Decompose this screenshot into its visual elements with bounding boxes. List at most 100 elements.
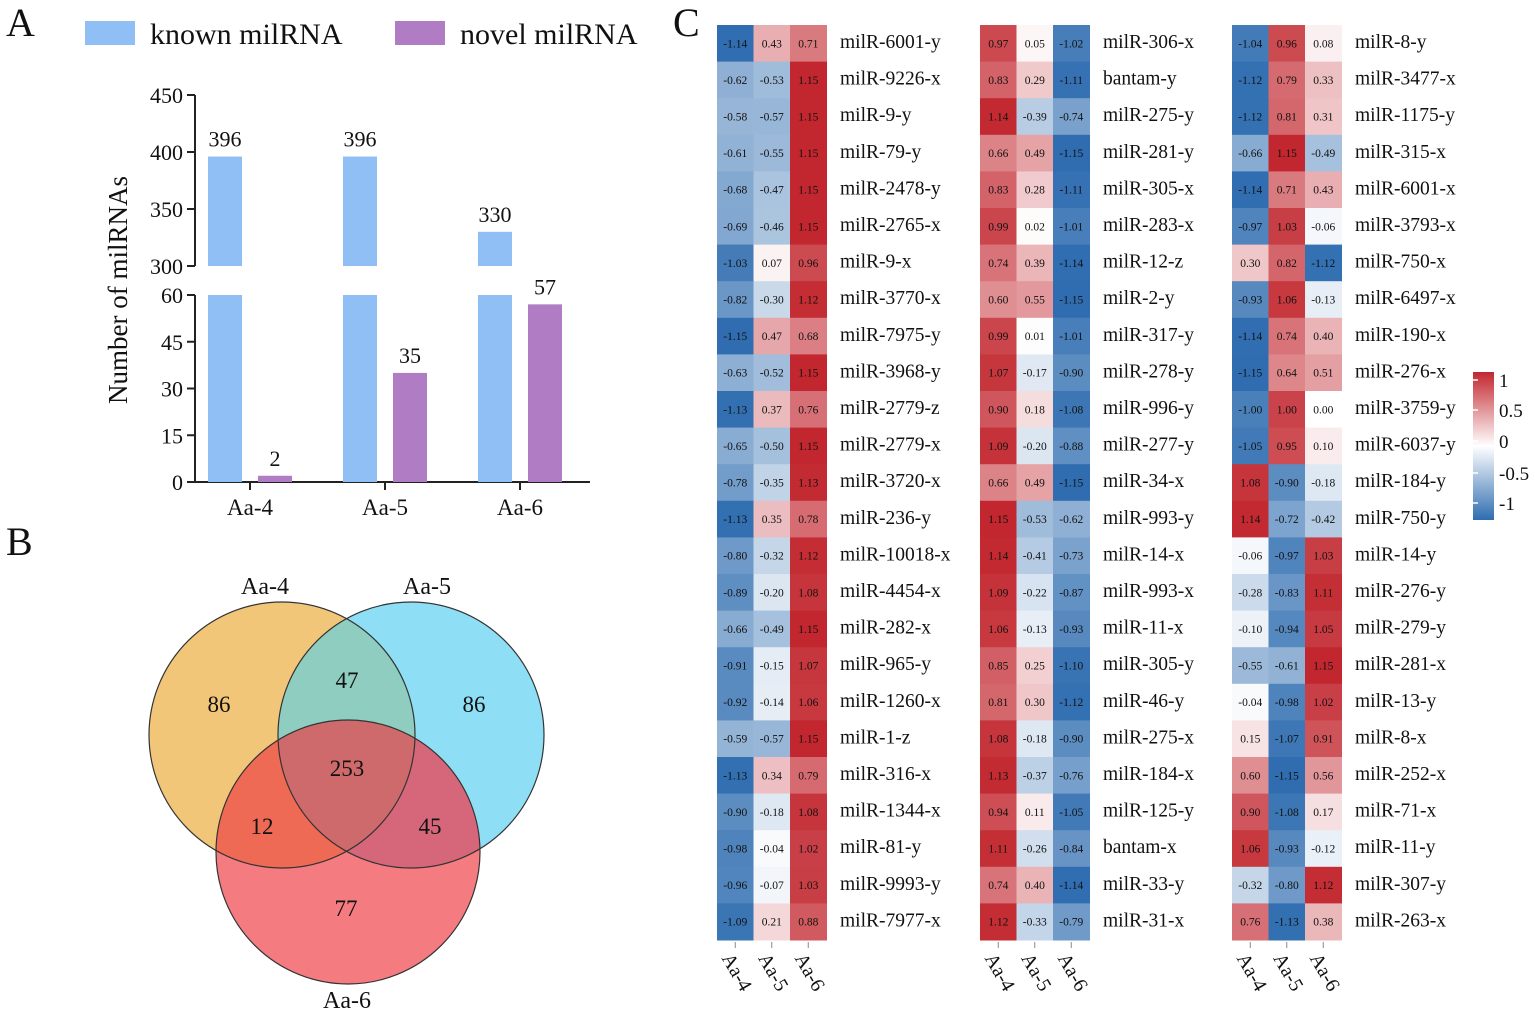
venn-diagram: 86 47 86 253 12 45 77 Aa-4 Aa-5 Aa-6 [148, 574, 545, 1014]
heatmap-cell [1305, 610, 1342, 648]
heatmap-cell [717, 464, 754, 502]
heatmap-row-label: milR-12-z [1103, 252, 1183, 273]
heatmap-cell-value: 0.08 [1313, 38, 1333, 50]
heatmap-cell [1305, 427, 1342, 465]
heatmap-row-label: milR-279-y [1355, 618, 1446, 639]
heatmap-cell [790, 25, 827, 63]
heatmap-cell-value: 0.01 [1025, 331, 1045, 343]
heatmap-cell [790, 500, 827, 538]
heatmap-cell-value: 0.91 [1313, 734, 1333, 746]
heatmap-cell-value: 0.66 [988, 478, 1008, 490]
bar-novel [393, 372, 427, 482]
heatmap-cell-value: 1.05 [1313, 624, 1333, 636]
heatmap-row-label: milR-278-y [1103, 361, 1194, 382]
heatmap-cell [1268, 171, 1306, 209]
heatmap-cell [980, 391, 1017, 429]
heatmap-cell-value: -1.12 [1311, 258, 1335, 270]
bar-novel [528, 304, 562, 482]
heatmap-cell-value: 1.07 [798, 661, 818, 673]
bar-value-label: 396 [209, 127, 242, 152]
heatmap-cell [1016, 757, 1054, 795]
heatmap-cell-value: -0.53 [1023, 514, 1047, 526]
heatmap-row-label: bantam-y [1103, 69, 1177, 90]
heatmap-cell-value: 0.49 [1025, 148, 1045, 160]
heatmap-cell-value: -1.03 [723, 258, 747, 270]
heatmap-cell-value: -0.15 [760, 661, 784, 673]
heatmap-cell [980, 574, 1017, 612]
heatmap-col-label: Aa-4 [980, 950, 1019, 996]
heatmap-row-label: milR-4454-x [840, 581, 941, 602]
heatmap-cell [1305, 464, 1342, 502]
heatmap-cell-value: -0.13 [1023, 624, 1047, 636]
heatmap-cell-value: 1.06 [1240, 844, 1260, 856]
heatmap-cell-value: -0.80 [1275, 880, 1299, 892]
heatmap-cell-value: -0.49 [760, 624, 784, 636]
heatmap-cell-value: 0.29 [1025, 75, 1045, 87]
colorbar-tick-label: -1 [1499, 494, 1515, 515]
heatmap-cell [790, 171, 827, 209]
heatmap-row-label: milR-750-y [1355, 508, 1446, 529]
heatmap-cell-value: 0.07 [762, 258, 782, 270]
heatmap-cell-value: 0.96 [798, 258, 818, 270]
heatmap-row-label: milR-276-y [1355, 581, 1446, 602]
venn-count-only_a5: 86 [463, 692, 486, 717]
heatmap-cell-value: -0.79 [1059, 917, 1083, 929]
heatmap-cell [980, 464, 1017, 502]
heatmap-cell [717, 208, 754, 246]
heatmap-cell [1016, 500, 1054, 538]
heatmap-cell [1053, 427, 1090, 465]
y-tick-label: 45 [161, 330, 183, 355]
venn-set-label: Aa-5 [403, 574, 451, 600]
heatmap-cell [980, 244, 1017, 282]
heatmap-row-label: milR-3968-y [840, 361, 941, 382]
heatmap-cell-value: 0.34 [762, 770, 782, 782]
heatmap-row-label: milR-281-y [1103, 142, 1194, 163]
heatmap-row-label: milR-306-x [1103, 32, 1194, 53]
heatmap-row-label: milR-6001-x [1355, 178, 1456, 199]
heatmap-cell-value: -0.98 [723, 844, 747, 856]
heatmap-cell-value: 0.30 [1025, 697, 1045, 709]
heatmap-cell-value: 0.15 [1240, 734, 1260, 746]
heatmap-cell [1305, 537, 1342, 575]
heatmap-cell-value: 1.15 [798, 185, 818, 197]
heatmap-cell [1268, 574, 1306, 612]
heatmap-cell-value: -0.74 [1059, 112, 1083, 124]
heatmap-cell [1305, 830, 1342, 868]
heatmap-cell [1232, 391, 1269, 429]
heatmap-cell-value: -0.96 [723, 880, 747, 892]
heatmap-cell [1305, 574, 1342, 612]
heatmap-cell-value: 0.39 [1025, 258, 1045, 270]
heatmap-cell-value: 0.83 [988, 185, 1008, 197]
heatmap-cell [1016, 793, 1054, 831]
heatmap-cell-value: 0.79 [1277, 75, 1297, 87]
heatmap-cell-value: -1.05 [1059, 807, 1083, 819]
heatmap-cell [980, 317, 1017, 355]
heatmap-cell-value: -1.14 [1059, 880, 1083, 892]
heatmap-cell [1053, 903, 1090, 941]
heatmap-col-label: Aa-6 [1053, 950, 1092, 996]
heatmap-cell [790, 208, 827, 246]
heatmap-cell-value: -0.20 [760, 587, 784, 599]
heatmap-cell-value: -0.62 [1059, 514, 1083, 526]
heatmap-cell-value: -0.57 [760, 112, 784, 124]
heatmap-cell [1053, 574, 1090, 612]
heatmap-cell-value: 0.71 [798, 38, 818, 50]
heatmap-row-label: milR-46-y [1103, 691, 1184, 712]
heatmap-cell-value: 0.99 [988, 331, 1008, 343]
heatmap-row-label: milR-190-x [1355, 325, 1446, 346]
heatmap-cell [1268, 903, 1306, 941]
heatmap-cell [790, 244, 827, 282]
colorbar-tick-label: 1 [1499, 371, 1509, 392]
heatmap-row-label: milR-7977-x [840, 910, 941, 931]
heatmap-row-label: milR-8-x [1355, 727, 1427, 748]
heatmap-cell [717, 866, 754, 904]
heatmap-col-label: Aa-6 [1305, 950, 1344, 996]
heatmap-cell [1305, 208, 1342, 246]
heatmap-cell [753, 757, 791, 795]
heatmap-cell [1053, 208, 1090, 246]
heatmap-cell [1232, 830, 1269, 868]
heatmap-cell-value: -1.02 [1059, 38, 1083, 50]
heatmap-cell [1053, 354, 1090, 392]
heatmap: -1.14 0.43 0.71 milR-6001-y -0.62 -0.53 1.15 mi… [717, 25, 1529, 995]
heatmap-cell-value: 1.12 [1313, 880, 1333, 892]
